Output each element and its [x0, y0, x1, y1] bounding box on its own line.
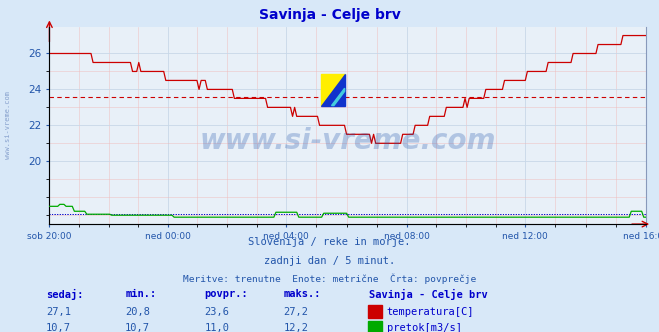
Text: Savinja - Celje brv: Savinja - Celje brv	[258, 8, 401, 22]
Text: temperatura[C]: temperatura[C]	[387, 307, 474, 317]
Text: sedaj:: sedaj:	[46, 289, 84, 300]
Text: zadnji dan / 5 minut.: zadnji dan / 5 minut.	[264, 256, 395, 266]
Polygon shape	[331, 88, 345, 106]
Text: maks.:: maks.:	[283, 289, 321, 299]
Text: Slovenija / reke in morje.: Slovenija / reke in morje.	[248, 237, 411, 247]
Text: min.:: min.:	[125, 289, 156, 299]
Text: Meritve: trenutne  Enote: metrične  Črta: povprečje: Meritve: trenutne Enote: metrične Črta: …	[183, 273, 476, 284]
Text: 27,1: 27,1	[46, 307, 71, 317]
Text: www.si-vreme.com: www.si-vreme.com	[5, 91, 11, 159]
Text: 11,0: 11,0	[204, 323, 229, 332]
Text: Savinja - Celje brv: Savinja - Celje brv	[369, 289, 488, 300]
Text: 12,2: 12,2	[283, 323, 308, 332]
Text: 20,8: 20,8	[125, 307, 150, 317]
Text: povpr.:: povpr.:	[204, 289, 248, 299]
Text: 10,7: 10,7	[46, 323, 71, 332]
Text: pretok[m3/s]: pretok[m3/s]	[387, 323, 462, 332]
Text: www.si-vreme.com: www.si-vreme.com	[200, 127, 496, 155]
Text: 27,2: 27,2	[283, 307, 308, 317]
Polygon shape	[321, 74, 345, 106]
Text: 10,7: 10,7	[125, 323, 150, 332]
Polygon shape	[321, 74, 345, 106]
Text: 23,6: 23,6	[204, 307, 229, 317]
